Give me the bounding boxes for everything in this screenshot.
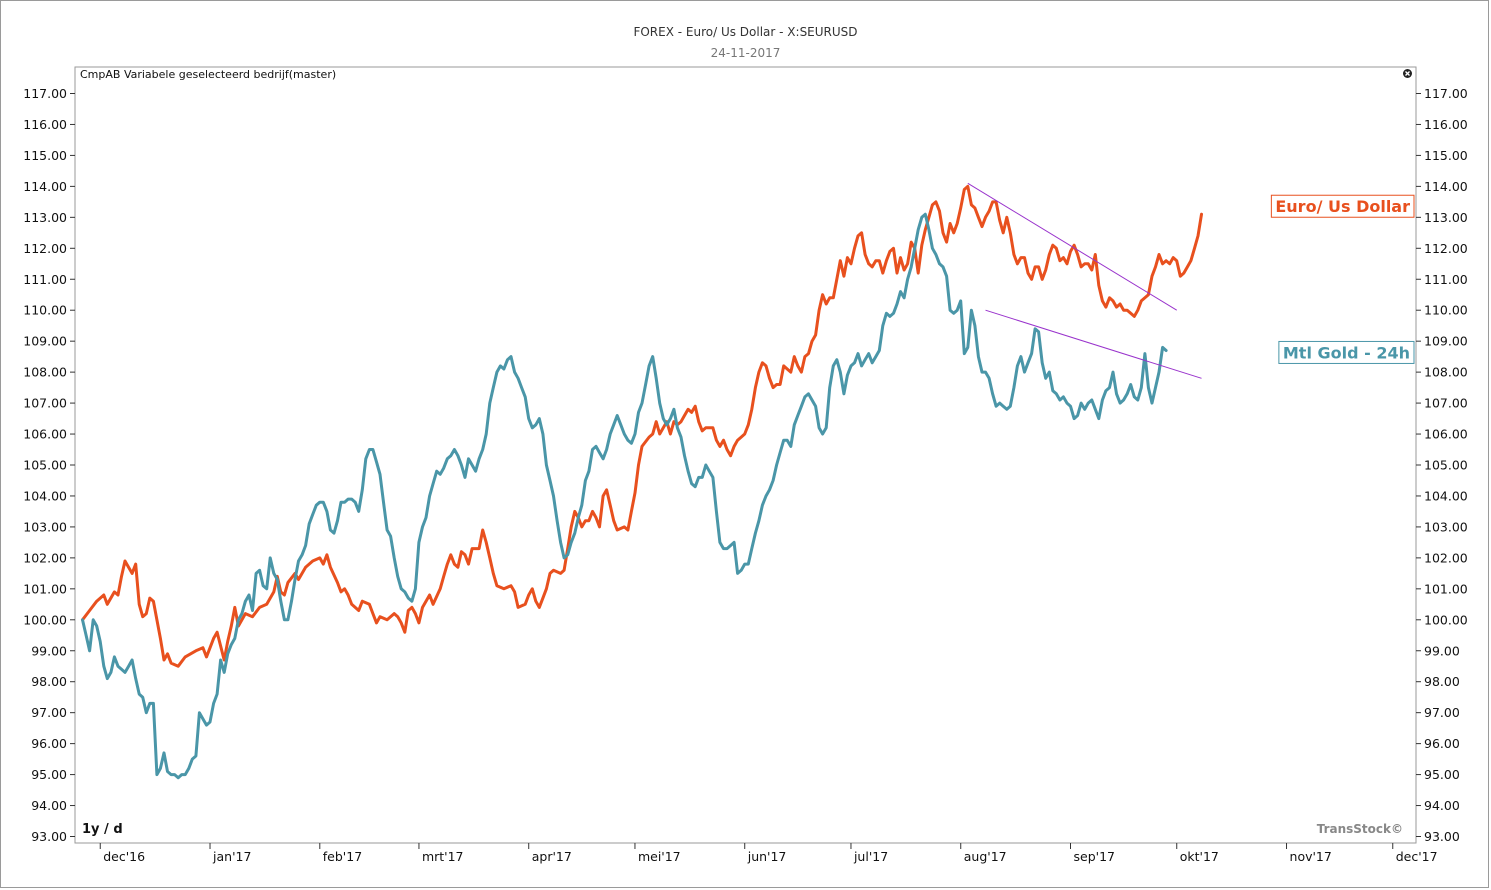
y-tick-label-right: 115.00 (1424, 148, 1468, 163)
series-label-euro-usd: Euro/ Us Dollar (1270, 194, 1415, 218)
y-tick-label-left: 115.00 (23, 148, 67, 163)
y-tick-label-right: 102.00 (1424, 550, 1468, 565)
y-tick-label-right: 111.00 (1424, 272, 1468, 287)
chart-title: FOREX - Euro/ Us Dollar - X:SEURUSD (633, 25, 858, 39)
y-tick-label-right: 93.00 (1424, 829, 1460, 844)
y-tick-label-right: 97.00 (1424, 705, 1460, 720)
y-tick-label-right: 108.00 (1424, 365, 1468, 380)
y-tick-label-left: 117.00 (23, 86, 67, 101)
y-tick-label-right: 98.00 (1424, 674, 1460, 689)
series-line-gold (81, 212, 1168, 780)
series-label-box (1270, 194, 1415, 218)
y-tick-label-right: 103.00 (1424, 519, 1468, 534)
y-tick-label-left: 99.00 (31, 643, 67, 658)
y-tick-label-right: 110.00 (1424, 303, 1468, 318)
y-tick-label-left: 112.00 (23, 241, 67, 256)
x-tick-label: dec'16 (103, 849, 145, 864)
y-tick-label-left: 106.00 (23, 427, 67, 442)
y-tick-label-right: 116.00 (1424, 117, 1468, 132)
credit-label: TransStock© (1317, 822, 1403, 836)
y-tick-label-left: 111.00 (23, 272, 67, 287)
y-tick-label-right: 105.00 (1424, 458, 1468, 473)
y-tick-label-left: 105.00 (23, 458, 67, 473)
series-label-gold: Mtl Gold - 24h (1278, 340, 1415, 364)
y-tick-label-right: 96.00 (1424, 736, 1460, 751)
y-tick-label-left: 95.00 (31, 767, 67, 782)
y-tick-label-right: 95.00 (1424, 767, 1460, 782)
x-tick-label: aug'17 (964, 849, 1007, 864)
y-tick-label-right: 101.00 (1424, 581, 1468, 596)
close-circle-icon[interactable] (1403, 69, 1412, 78)
y-tick-label-right: 99.00 (1424, 643, 1460, 658)
y-tick-label-left: 103.00 (23, 519, 67, 534)
y-tick-label-left: 110.00 (23, 303, 67, 318)
plot-area (74, 66, 1417, 844)
y-tick-label-right: 100.00 (1424, 612, 1468, 627)
y-tick-label-left: 107.00 (23, 396, 67, 411)
series-label-box (1278, 340, 1415, 364)
y-tick-label-left: 93.00 (31, 829, 67, 844)
trendline-2[interactable] (985, 309, 1202, 379)
y-tick-label-left: 98.00 (31, 674, 67, 689)
y-tick-label-right: 107.00 (1424, 396, 1468, 411)
series-layer (81, 184, 1203, 780)
y-tick-label-right: 106.00 (1424, 427, 1468, 442)
y-tick-label-right: 94.00 (1424, 798, 1460, 813)
y-tick-label-left: 114.00 (23, 179, 67, 194)
y-tick-label-left: 101.00 (23, 581, 67, 596)
series-line-euro-usd (81, 184, 1203, 668)
y-tick-label-left: 102.00 (23, 550, 67, 565)
y-tick-label-right: 114.00 (1424, 179, 1468, 194)
y-tick-label-right: 117.00 (1424, 86, 1468, 101)
x-tick-label: jul'17 (853, 849, 888, 864)
x-tick-label: okt'17 (1180, 849, 1219, 864)
y-tick-label-right: 109.00 (1424, 334, 1468, 349)
y-tick-label-left: 94.00 (31, 798, 67, 813)
y-tick-label-right: 112.00 (1424, 241, 1468, 256)
trendline-layer (967, 182, 1202, 379)
x-tick-label: feb'17 (323, 849, 362, 864)
x-tick-label: sep'17 (1074, 849, 1115, 864)
x-tick-label: mrt'17 (422, 849, 464, 864)
axes: 117.00 117.00 116.00 116.00 115.00 115.00 114.… (23, 86, 1468, 864)
y-tick-label-left: 109.00 (23, 334, 67, 349)
y-tick-label-right: 104.00 (1424, 488, 1468, 503)
x-tick-label: jan'17 (212, 849, 251, 864)
y-tick-label-left: 96.00 (31, 736, 67, 751)
y-tick-label-left: 116.00 (23, 117, 67, 132)
y-tick-label-left: 108.00 (23, 365, 67, 380)
x-tick-label: nov'17 (1290, 849, 1332, 864)
panel-label: CmpAB Variabele geselecteerd bedrijf(mas… (80, 68, 336, 81)
y-tick-label-left: 97.00 (31, 705, 67, 720)
series-label-layer: Euro/ Us Dollar Mtl Gold - 24h (1270, 194, 1415, 364)
x-tick-label: dec'17 (1396, 849, 1438, 864)
y-tick-label-left: 100.00 (23, 612, 67, 627)
period-label: 1y / d (82, 822, 123, 837)
trendline-1[interactable] (967, 182, 1178, 311)
chart-date: 24-11-2017 (710, 46, 781, 60)
x-tick-label: mei'17 (638, 849, 681, 864)
y-tick-label-left: 104.00 (23, 488, 67, 503)
x-tick-label: jun'17 (747, 849, 787, 864)
y-tick-label-right: 113.00 (1424, 210, 1468, 225)
y-tick-label-left: 113.00 (23, 210, 67, 225)
series-label-text: Euro/ Us Dollar (1275, 197, 1410, 216)
x-tick-label: apr'17 (532, 849, 572, 864)
series-label-text: Mtl Gold - 24h (1283, 343, 1410, 362)
